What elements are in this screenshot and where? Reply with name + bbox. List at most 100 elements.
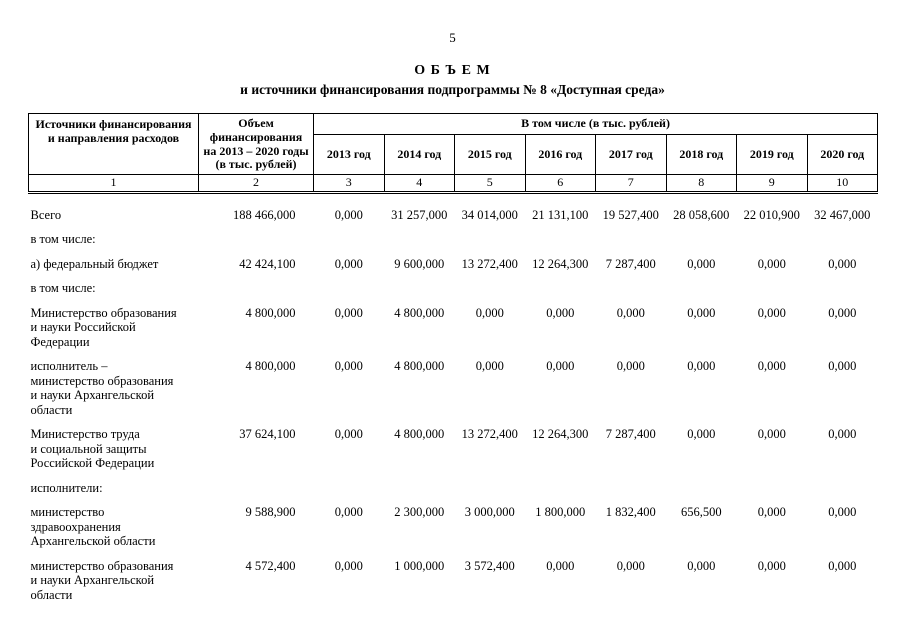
- year-value: 9 600,000: [394, 256, 445, 271]
- year-header: 2019 год: [736, 134, 808, 176]
- year-value: [737, 479, 808, 504]
- column-number: 7: [595, 174, 667, 194]
- total-value: [199, 279, 314, 304]
- year-value: 4 800,000: [394, 359, 445, 374]
- year-value: 0,000: [334, 256, 363, 271]
- year-value: 19 527,400: [602, 207, 659, 222]
- col-header-group: В том числе (в тыс. рублей): [312, 112, 879, 136]
- year-value: 28 058,600: [673, 207, 730, 222]
- year-value: [737, 230, 808, 255]
- year-value: [525, 279, 596, 304]
- table-row: Всего 188 466,000 0,000 31 257,000 34 014,00…: [29, 192, 878, 230]
- year-value: 0,000: [334, 359, 363, 374]
- table-row: Министерство труда и социальной защиты Р…: [29, 425, 878, 479]
- column-number: 5: [454, 174, 526, 194]
- row-label: исполнители:: [30, 480, 103, 495]
- table-body: Всего 188 466,000 0,000 31 257,000 34 014,00…: [29, 192, 878, 610]
- total-value: [199, 230, 314, 255]
- row-label: в том числе:: [30, 281, 96, 296]
- column-number: 8: [665, 174, 737, 194]
- year-value: 3 572,400: [464, 558, 515, 573]
- table-row: а) федеральный бюджет 42 424,100 0,000 9 60…: [29, 255, 878, 280]
- year-value: [596, 279, 667, 304]
- column-number: 3: [313, 174, 385, 194]
- year-value: 0,000: [546, 359, 575, 374]
- year-value: 0,000: [334, 207, 363, 222]
- table-row: исполнитель – министерство образования и…: [29, 357, 878, 425]
- year-value: 0,000: [687, 305, 716, 320]
- total-value: 9 588,900: [245, 505, 296, 520]
- year-value: 3 000,000: [464, 505, 515, 520]
- column-number: 10: [806, 174, 879, 194]
- page-number: 5: [449, 30, 456, 45]
- row-label: Всего: [30, 207, 62, 222]
- year-header: 2013 год: [313, 134, 385, 176]
- row-label: министерство образования и науки Арханге…: [30, 558, 174, 602]
- year-value: [596, 230, 667, 255]
- year-value: 31 257,000: [391, 207, 448, 222]
- column-number: 4: [383, 174, 455, 194]
- doc-subtitle: и источники финансирования подпрограммы …: [240, 82, 665, 97]
- year-header: 2015 год: [454, 134, 526, 176]
- year-value: 2 300,000: [394, 505, 445, 520]
- year-value: 22 010,900: [743, 207, 800, 222]
- total-value: 4 572,400: [245, 558, 296, 573]
- year-value: 12 264,300: [532, 256, 589, 271]
- year-value: [384, 479, 455, 504]
- table-row: в том числе:: [29, 230, 878, 255]
- col-header-sources: Источники финансирования и направления р…: [28, 112, 199, 176]
- row-label: Министерство образования и науки Российс…: [30, 305, 177, 349]
- column-number: 1: [28, 174, 199, 194]
- row-label: исполнитель – министерство образования и…: [30, 359, 174, 417]
- row-label: министерство здравоохранения Архангельск…: [30, 505, 156, 549]
- year-value: 0,000: [757, 305, 786, 320]
- year-value: 0,000: [334, 305, 363, 320]
- row-label: в том числе:: [30, 232, 96, 247]
- year-value: 32 467,000: [814, 207, 871, 222]
- doc-title: О Б Ъ Е М: [414, 63, 491, 78]
- year-value: 0,000: [616, 305, 645, 320]
- year-value: 1 800,000: [535, 505, 586, 520]
- year-value: [314, 479, 385, 504]
- year-value: 0,000: [546, 305, 575, 320]
- year-value: 0,000: [828, 505, 857, 520]
- year-value: [455, 479, 526, 504]
- year-value: [807, 479, 878, 504]
- col-header-volume: Объем финансирования на 2013 – 2020 годы…: [198, 112, 314, 176]
- year-value: 0,000: [616, 359, 645, 374]
- total-value: 4 800,000: [245, 305, 296, 320]
- year-value: 0,000: [475, 359, 504, 374]
- year-value: [666, 230, 737, 255]
- year-value: 656,500: [680, 505, 722, 520]
- year-value: [314, 230, 385, 255]
- year-value: [666, 279, 737, 304]
- total-value: [199, 479, 314, 504]
- year-value: 1 832,400: [605, 505, 656, 520]
- header-group-row: Источники финансирования и направления р…: [28, 112, 879, 176]
- year-header: 2016 год: [524, 134, 596, 176]
- year-value: 34 014,000: [461, 207, 518, 222]
- year-value: [455, 230, 526, 255]
- year-header: 2017 год: [595, 134, 667, 176]
- column-number: 2: [198, 174, 314, 194]
- year-header: 2018 год: [665, 134, 737, 176]
- year-value: 0,000: [757, 558, 786, 573]
- year-value: 0,000: [475, 305, 504, 320]
- year-value: 0,000: [687, 558, 716, 573]
- year-value: [525, 479, 596, 504]
- year-value: 0,000: [757, 505, 786, 520]
- year-value: 13 272,400: [461, 256, 518, 271]
- year-value: 0,000: [687, 256, 716, 271]
- year-value: [455, 279, 526, 304]
- year-value: 21 131,100: [532, 207, 589, 222]
- year-value: 0,000: [687, 359, 716, 374]
- table-row: министерство образования и науки Арханге…: [29, 557, 878, 611]
- year-value: 4 800,000: [394, 427, 445, 442]
- year-value: 0,000: [334, 558, 363, 573]
- year-value: 7 287,400: [605, 256, 656, 271]
- year-value: [525, 230, 596, 255]
- table-row: Министерство образования и науки Российс…: [29, 304, 878, 358]
- year-value: 0,000: [757, 256, 786, 271]
- year-header: 2014 год: [383, 134, 455, 176]
- table-row: в том числе:: [29, 279, 878, 304]
